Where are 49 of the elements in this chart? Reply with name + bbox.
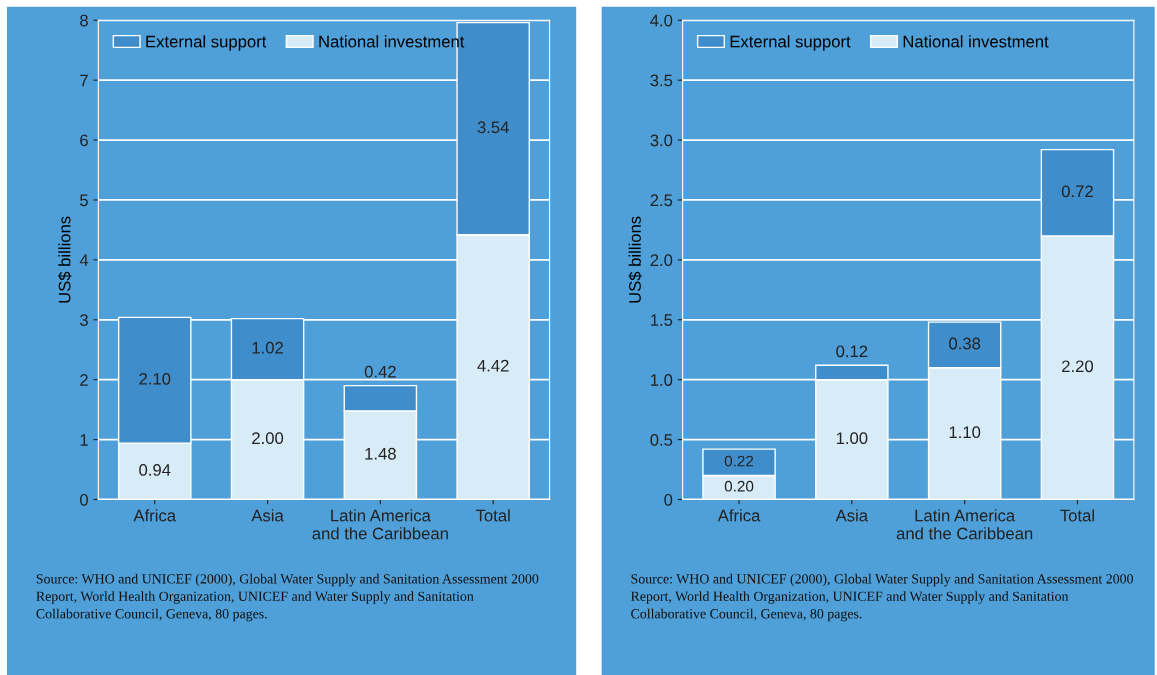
data-label: 1.10 (949, 426, 981, 439)
y-tick-label: 3.5 (650, 74, 673, 87)
data-label: 0.42 (364, 365, 396, 378)
data-label: 0.38 (949, 337, 981, 350)
y-tick-label: 4.0 (650, 14, 673, 27)
legend-label: External support (730, 35, 851, 51)
data-label: 1.00 (836, 432, 868, 445)
data-label: 0.20 (724, 480, 754, 492)
y-tick-label: 2 (80, 374, 88, 386)
x-tick-label: Asia (251, 509, 284, 522)
y-tick-label: 2.0 (650, 254, 673, 267)
y-tick-label: 5 (80, 194, 88, 207)
x-tick-label: Africa (717, 509, 761, 522)
data-label: 2.20 (1062, 360, 1094, 373)
y-tick-label: 1.0 (651, 374, 673, 386)
y-tick-label: 0 (80, 493, 88, 506)
x-tick-label: Total (475, 509, 510, 522)
data-label: 1.02 (252, 341, 283, 354)
y-tick-label: 2.5 (650, 194, 673, 207)
data-label: 0.72 (1061, 185, 1093, 198)
y-tick-label: 0.5 (650, 433, 673, 446)
data-label: 4.42 (477, 359, 509, 372)
data-label: 0.22 (724, 455, 754, 467)
y-tick-label: 3 (79, 314, 88, 326)
legend-label: National investment (903, 35, 1049, 48)
data-label: 1.48 (365, 447, 396, 460)
x-tick-label: Africa (133, 509, 177, 522)
y-tick-label: 0 (664, 493, 673, 506)
y-tick-label: 3.0 (650, 134, 673, 147)
y-tick-label: 1.5 (651, 314, 673, 326)
data-label: 2.00 (252, 432, 284, 445)
x-tick-label: Asia (835, 509, 869, 522)
legend-label: External support (146, 35, 267, 51)
x-tick-label: Latin America and the Caribbean (896, 509, 1033, 540)
y-tick-label: 1 (80, 434, 88, 446)
y-axis-title: US$ billions (628, 216, 642, 303)
data-label: 3.54 (477, 121, 509, 134)
y-axis-title: US$ billions (58, 216, 72, 303)
y-tick-label: 4 (79, 254, 89, 266)
y-tick-label: 6 (80, 134, 88, 147)
y-tick-label: 7 (80, 74, 88, 87)
data-label: 0.94 (139, 464, 171, 476)
y-tick-label: 8 (80, 14, 88, 27)
source-note: Source: WHO and UNICEF (2000), Global Water Supply and Sanitation Assessment 2000 Report, World Health Organization, UNICEF and Water Supply and Sanitation Collaborative Council, Geneva, 80 pages. (36, 573, 539, 622)
x-tick-label: Latin America and the Caribbean (312, 509, 448, 540)
data-label: 2.10 (139, 372, 171, 385)
source-note: Source: WHO and UNICEF (2000), Global Water Supply and Sanitation Assessment 2000 Report, World Health Organization, UNICEF and Water Supply and Sanitation Collaborative Council, Geneva, 80 pages. (630, 573, 1133, 622)
data-label: 0.12 (836, 345, 868, 358)
x-tick-label: Total (1060, 509, 1094, 522)
